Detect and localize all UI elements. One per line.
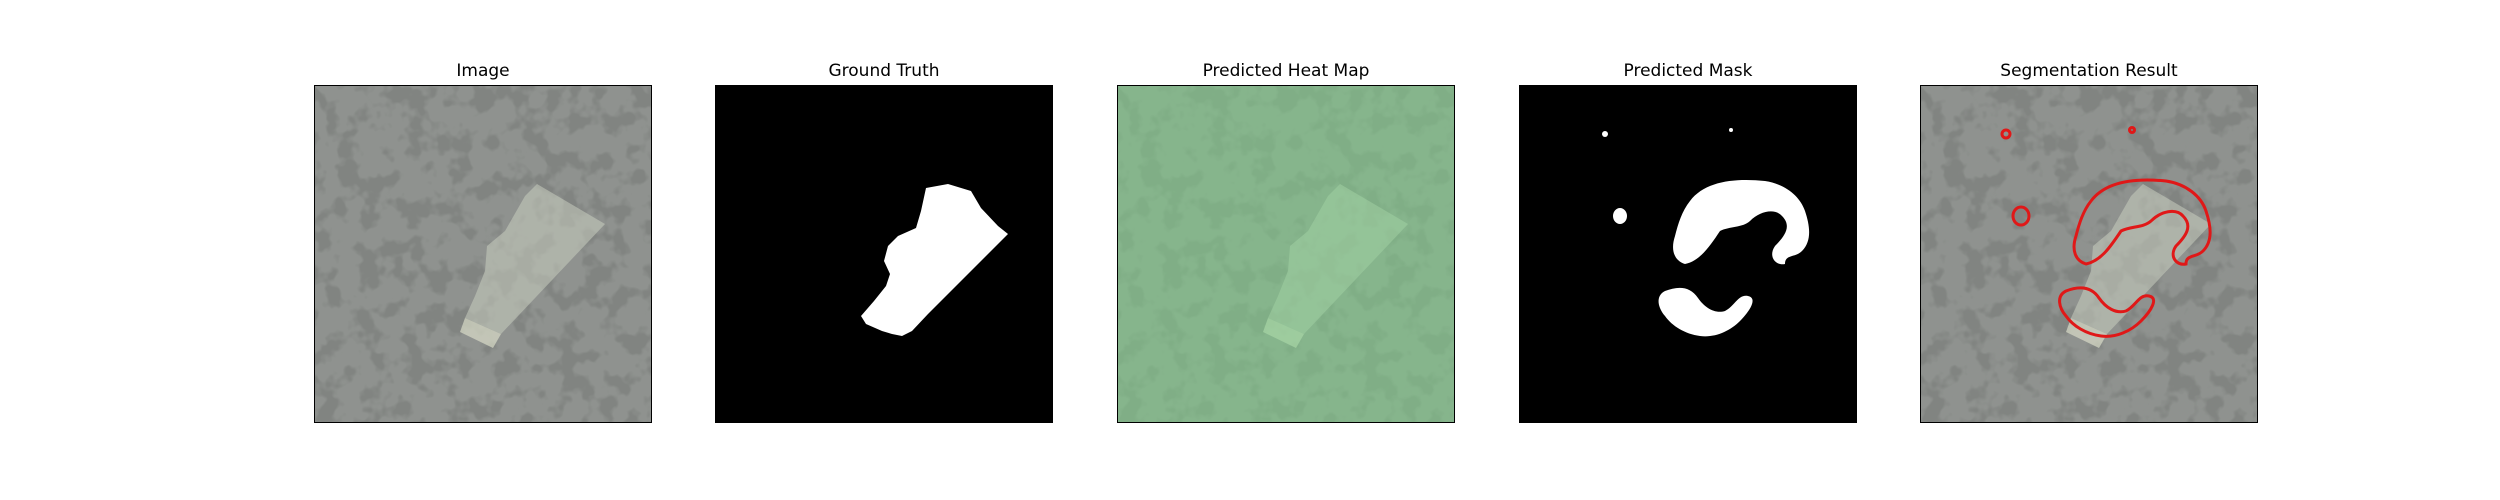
original-image <box>315 86 651 422</box>
panel-title: Predicted Heat Map <box>1202 61 1370 81</box>
heat-map <box>1118 86 1454 422</box>
ground-truth-frame <box>715 85 1053 423</box>
mask-frame <box>1519 85 1857 423</box>
segmentation-frame <box>1920 85 2258 423</box>
mask-regions <box>1602 128 1810 337</box>
segmentation-result <box>1921 86 2257 422</box>
predicted-mask <box>1520 86 1856 422</box>
panel-title: Predicted Mask <box>1623 61 1753 81</box>
ground-truth-mask <box>716 86 1052 422</box>
panel-heat-map: Predicted Heat Map <box>1117 0 1455 500</box>
tampered-patch <box>465 184 605 334</box>
panel-segmentation: Segmentation Result <box>1920 0 2258 500</box>
segmentation-contours <box>2000 126 2212 338</box>
panel-title: Segmentation Result <box>2000 61 2178 81</box>
panel-title: Image <box>456 61 510 81</box>
panel-title: Ground Truth <box>828 61 940 81</box>
panel-image: Image <box>314 0 652 500</box>
image-frame <box>314 85 652 423</box>
panel-ground-truth: Ground Truth <box>715 0 1053 500</box>
panel-mask: Predicted Mask <box>1519 0 1857 500</box>
ground-truth-region <box>861 184 1008 336</box>
heat-map-frame <box>1117 85 1455 423</box>
heat-overlay <box>1118 86 1454 422</box>
